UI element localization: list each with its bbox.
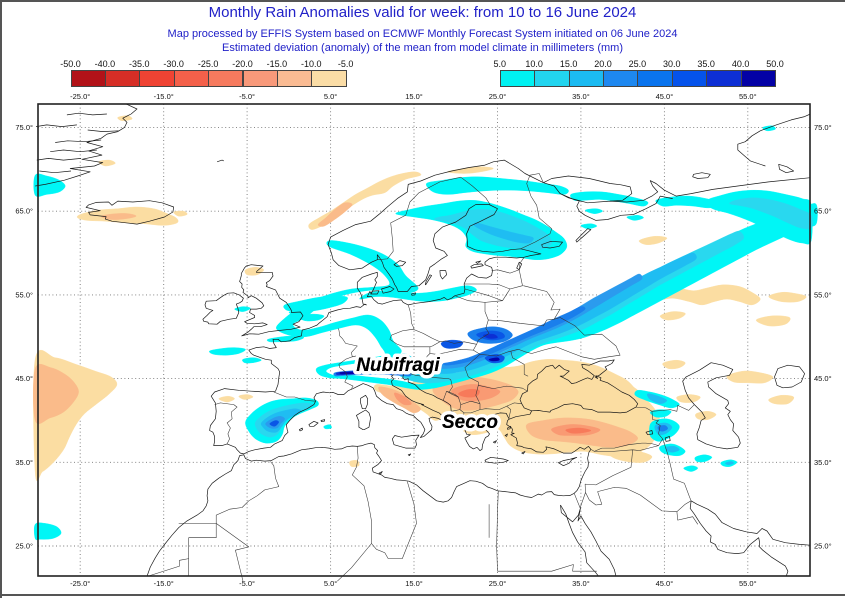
svg-text:45.0°: 45.0° xyxy=(15,374,33,383)
svg-text:35.0°: 35.0° xyxy=(572,579,590,588)
svg-text:5.0°: 5.0° xyxy=(324,92,337,101)
svg-text:55.0°: 55.0° xyxy=(739,579,757,588)
svg-text:25.0°: 25.0° xyxy=(489,92,507,101)
svg-text:65.0°: 65.0° xyxy=(814,207,832,216)
svg-text:35.0°: 35.0° xyxy=(814,458,832,467)
svg-text:-5.0°: -5.0° xyxy=(239,579,255,588)
svg-text:35.0°: 35.0° xyxy=(15,458,33,467)
svg-text:-5.0°: -5.0° xyxy=(239,92,255,101)
svg-text:25.0°: 25.0° xyxy=(489,579,507,588)
svg-text:65.0°: 65.0° xyxy=(15,207,33,216)
svg-text:5.0°: 5.0° xyxy=(324,579,337,588)
svg-text:75.0°: 75.0° xyxy=(814,123,832,132)
svg-text:-25.0°: -25.0° xyxy=(70,92,90,101)
svg-text:75.0°: 75.0° xyxy=(15,123,33,132)
svg-text:45.0°: 45.0° xyxy=(814,374,832,383)
svg-text:15.0°: 15.0° xyxy=(405,579,423,588)
svg-text:45.0°: 45.0° xyxy=(656,92,674,101)
svg-text:Secco: Secco xyxy=(442,412,498,433)
svg-text:55.0°: 55.0° xyxy=(15,290,33,299)
svg-text:Nubifragi: Nubifragi xyxy=(356,355,440,376)
svg-text:25.0°: 25.0° xyxy=(15,542,33,551)
svg-text:Nubifragi: Nubifragi xyxy=(356,355,440,376)
svg-text:15.0°: 15.0° xyxy=(405,92,423,101)
svg-text:55.0°: 55.0° xyxy=(814,290,832,299)
svg-text:55.0°: 55.0° xyxy=(739,92,757,101)
svg-text:35.0°: 35.0° xyxy=(572,92,590,101)
svg-text:-15.0°: -15.0° xyxy=(154,579,174,588)
svg-text:45.0°: 45.0° xyxy=(656,579,674,588)
svg-text:Secco: Secco xyxy=(442,412,498,433)
svg-text:-25.0°: -25.0° xyxy=(70,579,90,588)
svg-text:-15.0°: -15.0° xyxy=(154,92,174,101)
svg-text:25.0°: 25.0° xyxy=(814,542,832,551)
